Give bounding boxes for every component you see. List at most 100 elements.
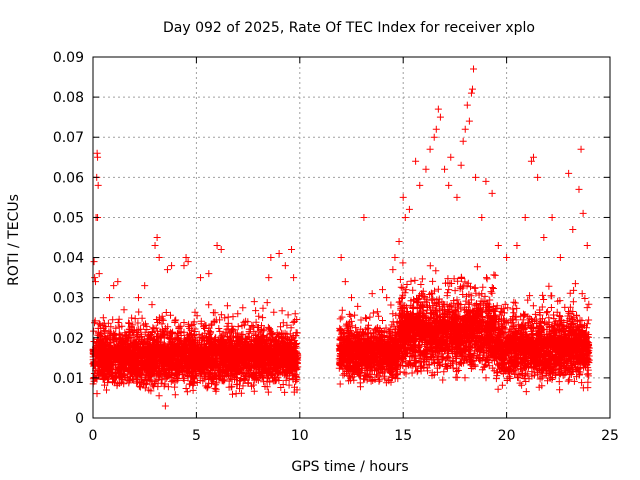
data-point xyxy=(459,137,467,145)
data-point xyxy=(503,254,511,262)
data-point xyxy=(470,65,478,73)
data-point xyxy=(405,205,413,213)
data-point xyxy=(141,282,149,290)
x-tick-label: 15 xyxy=(394,428,412,444)
data-point xyxy=(90,258,98,266)
data-point xyxy=(205,270,213,278)
data-point xyxy=(445,181,453,189)
data-point xyxy=(383,294,391,302)
x-tick-label: 0 xyxy=(89,428,98,444)
data-point xyxy=(234,310,242,318)
x-tick-label: 25 xyxy=(601,428,619,444)
data-point xyxy=(575,185,583,193)
data-point xyxy=(163,266,171,274)
data-point xyxy=(94,181,102,189)
x-tick-label: 20 xyxy=(498,428,516,444)
data-point xyxy=(106,294,114,302)
data-point xyxy=(180,262,188,270)
data-point xyxy=(465,117,473,125)
data-point xyxy=(250,298,258,306)
data-point xyxy=(426,145,434,153)
data-point xyxy=(91,274,99,282)
data-point xyxy=(348,294,355,302)
x-tick-label: 10 xyxy=(291,428,309,444)
y-tick-label: 0.08 xyxy=(53,90,84,106)
data-point xyxy=(267,254,275,262)
data-point xyxy=(478,213,486,221)
data-point xyxy=(288,246,296,254)
data-point xyxy=(434,105,442,113)
data-points xyxy=(89,65,593,410)
data-point xyxy=(360,213,368,221)
data-point xyxy=(213,242,221,250)
data-point xyxy=(529,153,537,161)
data-point xyxy=(265,274,273,282)
data-point xyxy=(430,133,438,141)
data-point xyxy=(391,254,399,262)
data-point xyxy=(467,89,475,97)
data-point xyxy=(395,238,403,246)
y-tick-label: 0.06 xyxy=(53,170,84,186)
data-point xyxy=(534,173,542,181)
data-point xyxy=(337,254,345,262)
data-point xyxy=(482,177,490,185)
data-point xyxy=(155,254,163,262)
data-point xyxy=(379,286,387,294)
x-axis-label: GPS time / hours xyxy=(291,459,408,475)
data-point xyxy=(472,173,480,181)
y-tick-label: 0 xyxy=(75,411,84,427)
data-point xyxy=(565,169,573,177)
data-point xyxy=(494,242,502,250)
data-point xyxy=(412,157,420,165)
y-tick-label: 0.03 xyxy=(53,291,84,307)
data-point xyxy=(184,258,192,266)
data-point xyxy=(120,306,128,314)
y-tick-label: 0.02 xyxy=(53,331,84,347)
data-point xyxy=(441,165,449,173)
y-axis-label: ROTI / TECUs xyxy=(6,194,22,286)
data-point xyxy=(577,145,585,153)
data-point xyxy=(527,157,535,165)
data-point xyxy=(182,254,190,262)
data-point xyxy=(569,225,577,233)
data-point xyxy=(151,242,159,250)
data-point xyxy=(197,274,205,282)
data-point xyxy=(583,242,591,250)
data-point xyxy=(99,314,107,322)
data-point xyxy=(110,282,118,290)
data-point xyxy=(341,278,349,286)
data-point xyxy=(447,153,455,161)
data-point xyxy=(453,193,461,201)
y-tick-label: 0.04 xyxy=(53,251,84,267)
data-point xyxy=(223,302,231,310)
data-point-cloud xyxy=(89,259,593,400)
data-point xyxy=(134,294,142,302)
data-point xyxy=(513,242,521,250)
data-point xyxy=(153,234,161,241)
axis-ticks: 0 5 10 15 20 25 0 0.01 0.02 0.03 0.04 0.05 0.06 0.07 0… xyxy=(53,50,619,444)
data-point xyxy=(275,250,283,258)
data-point xyxy=(579,209,587,217)
data-point xyxy=(389,266,397,274)
data-point xyxy=(422,165,430,173)
y-tick-label: 0.01 xyxy=(53,371,84,387)
data-point xyxy=(461,125,469,133)
y-tick-label: 0.09 xyxy=(53,50,84,66)
y-tick-label: 0.05 xyxy=(53,210,84,226)
data-point xyxy=(463,101,471,109)
y-tick-label: 0.07 xyxy=(53,130,84,146)
data-point xyxy=(540,234,548,241)
data-point xyxy=(399,193,407,201)
data-point xyxy=(521,213,529,221)
data-point xyxy=(432,125,440,133)
chart-title: Day 092 of 2025, Rate Of TEC Index for r… xyxy=(163,20,535,36)
data-point xyxy=(548,213,556,221)
data-point xyxy=(114,278,122,286)
data-point xyxy=(556,254,564,262)
x-tick-label: 5 xyxy=(192,428,201,444)
data-point xyxy=(161,402,169,410)
data-point xyxy=(168,262,176,270)
data-point xyxy=(468,85,476,93)
